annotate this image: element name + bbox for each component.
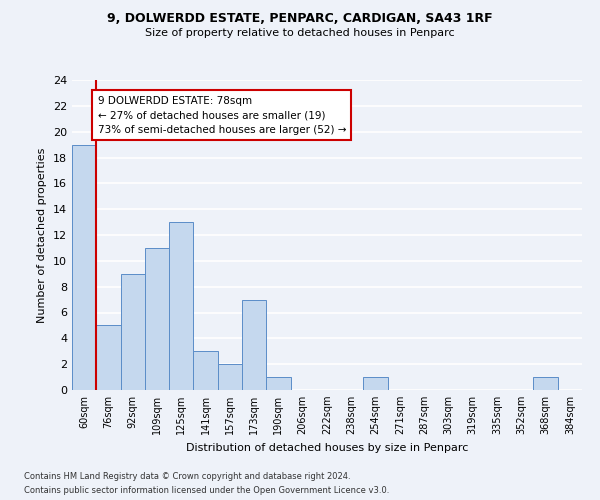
Text: Contains HM Land Registry data © Crown copyright and database right 2024.: Contains HM Land Registry data © Crown c… [24,472,350,481]
Bar [364,377,388,390]
Bar [145,248,169,390]
Bar [266,377,290,390]
Bar [96,326,121,390]
Bar [169,222,193,390]
Bar [533,377,558,390]
Text: 9 DOLWERDD ESTATE: 78sqm
← 27% of detached houses are smaller (19)
73% of semi-d: 9 DOLWERDD ESTATE: 78sqm ← 27% of detach… [97,96,346,135]
Y-axis label: Number of detached properties: Number of detached properties [37,148,47,322]
Bar [218,364,242,390]
Text: 9, DOLWERDD ESTATE, PENPARC, CARDIGAN, SA43 1RF: 9, DOLWERDD ESTATE, PENPARC, CARDIGAN, S… [107,12,493,26]
Bar [72,144,96,390]
X-axis label: Distribution of detached houses by size in Penparc: Distribution of detached houses by size … [186,442,468,452]
Bar [193,351,218,390]
Text: Size of property relative to detached houses in Penparc: Size of property relative to detached ho… [145,28,455,38]
Text: Contains public sector information licensed under the Open Government Licence v3: Contains public sector information licen… [24,486,389,495]
Bar [121,274,145,390]
Bar [242,300,266,390]
